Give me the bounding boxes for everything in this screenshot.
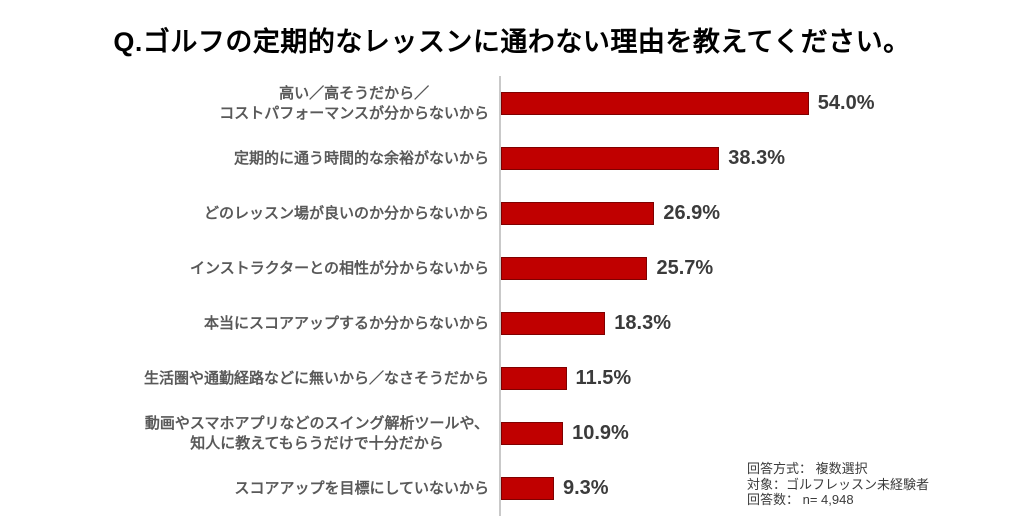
value-label: 18.3% <box>614 312 672 334</box>
value-label: 11.5% <box>575 367 632 389</box>
bar <box>501 477 554 500</box>
bar <box>501 202 655 225</box>
chart-row: 本当にスコアアップするか分からないから 18.3% <box>0 296 1024 351</box>
chart-row: どのレッスン場が良いのか分からないから 26.9% <box>0 186 1024 241</box>
survey-note-line: 対象：ゴルフレッスン未経験者 <box>747 476 930 492</box>
bar <box>501 257 648 280</box>
category-label-cell: 動画やスマホアプリなどのスイング解析ツールや、 知人に教えてもらうだけで十分だか… <box>0 414 499 454</box>
bar <box>501 147 720 170</box>
chart-row: 高い／高そうだから／ コストパフォーマンスが分からないから 54.0% <box>0 76 1024 131</box>
chart-row: 生活圏や通勤経路などに無いから／なさそうだから 11.5% <box>0 351 1024 406</box>
bar-zone: 11.5% <box>499 351 1024 406</box>
value-label: 54.0% <box>817 92 875 114</box>
bar-zone: 54.0% <box>499 76 1024 131</box>
value-label: 10.9% <box>572 422 629 444</box>
category-label: インストラクターとの相性が分からないから <box>190 259 489 277</box>
category-label-cell: 高い／高そうだから／ コストパフォーマンスが分からないから <box>0 84 499 124</box>
bar-zone: 38.3% <box>499 131 1024 186</box>
chart-row: インストラクターとの相性が分からないから 25.7% <box>0 241 1024 296</box>
category-label: 生活圏や通勤経路などに無いから／なさそうだから <box>143 369 489 387</box>
category-label: 高い／高そうだから／ コストパフォーマンスが分からないから <box>219 84 489 122</box>
bar <box>501 422 564 445</box>
value-label: 38.3% <box>728 147 786 169</box>
bar <box>501 367 567 390</box>
bar-zone: 9.3% <box>499 461 1024 516</box>
category-label-cell: どのレッスン場が良いのか分からないから <box>0 204 499 224</box>
category-label-cell: スコアアップを目標にしていないから <box>0 479 499 499</box>
category-label-cell: 生活圏や通勤経路などに無いから／なさそうだから <box>0 369 499 389</box>
category-label-cell: 本当にスコアアップするか分からないから <box>0 314 499 334</box>
survey-notes: 回答方式： 複数選択 対象：ゴルフレッスン未経験者 回答数： n= 4,948 <box>747 461 929 508</box>
chart-row: 定期的に通う時間的な余裕がないから 38.3% <box>0 131 1024 186</box>
chart-title: Q.ゴルフの定期的なレッスンに通わない理由を教えてください。 <box>113 27 911 57</box>
chart-row: スコアアップを目標にしていないから 9.3% <box>0 461 1024 516</box>
bar <box>501 92 809 115</box>
bar-chart: 高い／高そうだから／ コストパフォーマンスが分からないから 54.0% 定期的に通う… <box>0 76 1024 516</box>
category-label: どのレッスン場が良いのか分からないから <box>203 204 489 222</box>
survey-note-line: 回答方式： 複数選択 <box>747 461 868 476</box>
category-label: 本当にスコアアップするか分からないから <box>203 314 489 332</box>
bar-zone: 18.3% <box>499 296 1024 351</box>
category-label: 定期的に通う時間的な余裕がないから <box>233 149 489 167</box>
value-label: 25.7% <box>656 257 714 279</box>
chart-row: 動画やスマホアプリなどのスイング解析ツールや、 知人に教えてもらうだけで十分だか… <box>0 406 1024 461</box>
bar-zone: 10.9% <box>499 406 1024 461</box>
value-label: 9.3% <box>563 477 609 499</box>
bar-zone: 25.7% <box>499 241 1024 296</box>
bar-zone: 26.9% <box>499 186 1024 241</box>
value-label: 26.9% <box>663 202 721 224</box>
category-label-cell: インストラクターとの相性が分からないから <box>0 259 499 279</box>
category-label-cell: 定期的に通う時間的な余裕がないから <box>0 149 499 169</box>
category-label: 動画やスマホアプリなどのスイング解析ツールや、 知人に教えてもらうだけで十分だか… <box>144 414 489 452</box>
category-label: スコアアップを目標にしていないから <box>234 479 489 497</box>
bar <box>501 312 606 335</box>
survey-note-line: 回答数： n= 4,948 <box>747 492 854 507</box>
